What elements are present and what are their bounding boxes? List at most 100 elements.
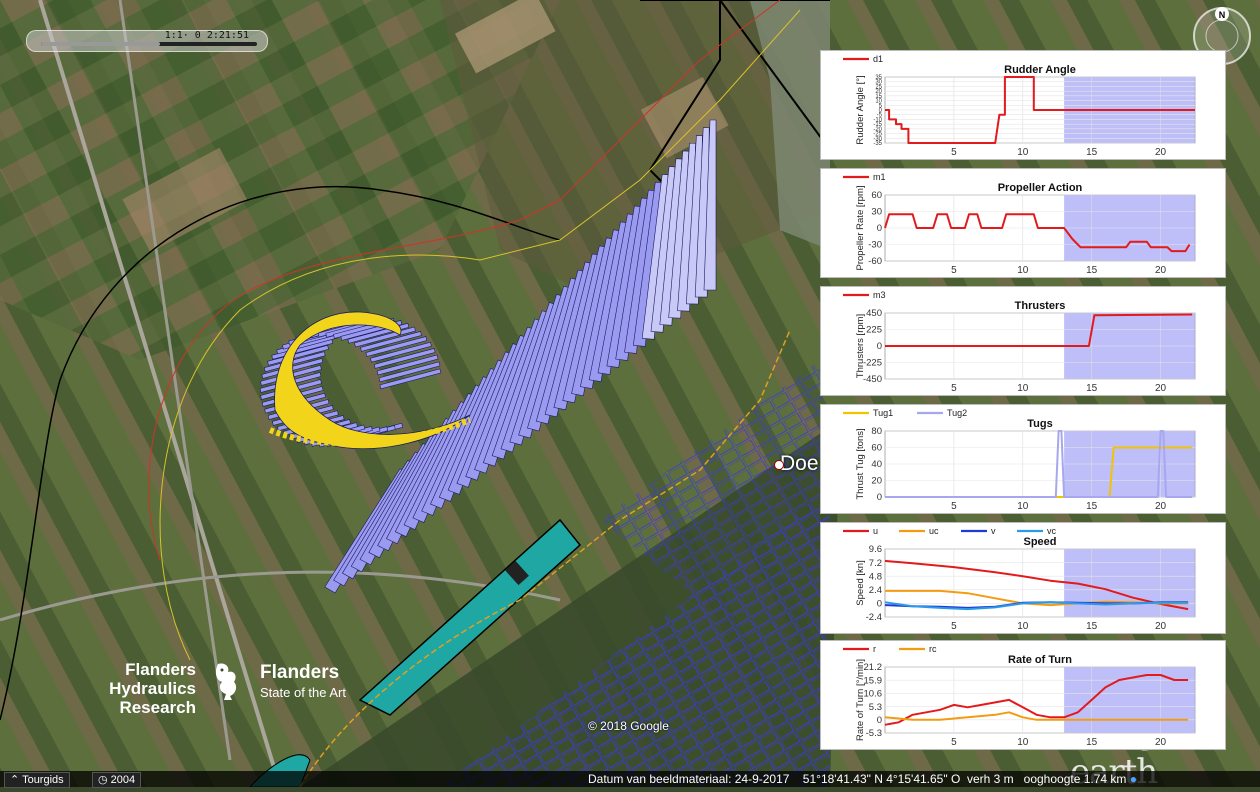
x-tick-label: 15 bbox=[1086, 265, 1098, 276]
y-tick-label: 40 bbox=[871, 459, 882, 470]
x-tick-label: 20 bbox=[1155, 383, 1167, 394]
y-tick-label: -2.4 bbox=[866, 612, 882, 623]
y-tick-label: -5 bbox=[877, 113, 883, 119]
y-axis-label: Propeller Rate [rpm] bbox=[855, 185, 866, 270]
historical-imagery-year: 2004 bbox=[110, 774, 136, 786]
y-tick-label: 0 bbox=[877, 223, 882, 234]
flanders-subtitle: State of the Art bbox=[260, 685, 346, 700]
place-label-text: Doe bbox=[780, 452, 819, 475]
y-tick-label: 30 bbox=[875, 80, 882, 86]
chart-title: Rate of Turn bbox=[1008, 654, 1072, 666]
ship-hull-outline bbox=[379, 368, 442, 390]
x-tick-label: 5 bbox=[951, 501, 957, 512]
x-tick-label: 10 bbox=[1017, 501, 1029, 512]
y-tick-label: 0 bbox=[877, 715, 882, 726]
x-tick-label: 20 bbox=[1155, 147, 1167, 158]
x-tick-label: 15 bbox=[1086, 621, 1098, 632]
y-tick-label: 2.4 bbox=[869, 585, 882, 596]
ship-hull-outline bbox=[373, 348, 436, 369]
y-axis-label: Thrusters [rpm] bbox=[855, 314, 866, 378]
x-tick-label: 20 bbox=[1155, 621, 1167, 632]
legend-label: Tug2 bbox=[947, 408, 967, 418]
tug-track-yellow bbox=[274, 311, 471, 450]
chart-canvas: 5 10 15 20 80 60 40 20 0 Tugs Thrust Tug [tons] Tug… bbox=[843, 408, 1196, 512]
map-info-readout: Datum van beeldmateriaal: 24-9-2017 51°1… bbox=[588, 771, 1137, 787]
ship-hull-outline bbox=[703, 119, 717, 291]
x-tick-label: 20 bbox=[1155, 265, 1167, 276]
speed-chart: 5 10 15 20 9.6 7.2 4.8 2.4 0 -2.4 Speed Speed [kn] u… bbox=[820, 522, 1226, 634]
x-tick-label: 5 bbox=[951, 265, 957, 276]
map-copyright: © 2018 Google bbox=[588, 719, 669, 733]
legend-label: r bbox=[873, 644, 876, 654]
y-tick-label: 15.9 bbox=[864, 675, 883, 686]
tour-guide-button[interactable]: ⌃ Tourgids bbox=[4, 772, 70, 788]
tug-track-yellow-dash bbox=[268, 417, 472, 447]
series-line bbox=[884, 559, 1189, 611]
x-tick-label: 10 bbox=[1017, 147, 1029, 158]
y-tick-label: 0 bbox=[877, 599, 882, 610]
x-tick-label: 5 bbox=[951, 737, 957, 748]
series-line bbox=[884, 711, 1189, 721]
loading-indicator-icon: ● bbox=[1129, 772, 1137, 786]
y-tick-label: 20 bbox=[875, 89, 882, 95]
chart-title: Tugs bbox=[1027, 418, 1052, 430]
rudder-angle-chart: 5 10 15 20 35 30 25 20 15 10 5 0 -5 -10 -15 -20 -25 -30 -3… bbox=[820, 50, 1226, 160]
y-tick-label: 7.2 bbox=[869, 558, 882, 569]
series-line bbox=[885, 430, 1193, 498]
chart-title: Thrusters bbox=[1015, 300, 1066, 312]
fhr-logo-text: Flanders Hydraulics Research bbox=[109, 660, 196, 717]
historical-imagery-button[interactable]: ◷ 2004 bbox=[92, 772, 142, 788]
x-tick-label: 15 bbox=[1086, 383, 1098, 394]
y-tick-label: 35 bbox=[875, 75, 882, 81]
y-tick-label: 80 bbox=[871, 426, 882, 437]
y-axis-label: Rudder Angle [°] bbox=[855, 75, 866, 144]
y-tick-label: -35 bbox=[873, 141, 882, 147]
x-tick-label: 20 bbox=[1155, 501, 1167, 512]
y-tick-label: -60 bbox=[868, 256, 882, 267]
x-tick-label: 5 bbox=[951, 383, 957, 394]
propeller-action-chart: 5 10 15 20 60 30 0 -30 -60 Propeller Action Propel… bbox=[820, 168, 1226, 278]
x-tick-label: 5 bbox=[951, 147, 957, 158]
y-tick-label: 20 bbox=[871, 476, 882, 487]
y-tick-label: 60 bbox=[871, 443, 882, 454]
ship-hull-outline bbox=[376, 354, 439, 376]
legend-label: rc bbox=[929, 644, 937, 654]
y-tick-label: 0 bbox=[877, 341, 882, 352]
x-tick-label: 15 bbox=[1086, 737, 1098, 748]
ship-hull-outline bbox=[360, 331, 422, 352]
tugs-chart: 5 10 15 20 80 60 40 20 0 Tugs Thrust Tug [tons] Tug… bbox=[820, 404, 1226, 514]
time-slider-track[interactable] bbox=[41, 42, 257, 46]
thrusters-chart: 5 10 15 20 450 225 0 -225 -450 Thrusters Thrusters… bbox=[820, 286, 1226, 396]
series-line bbox=[885, 313, 1193, 347]
legend-label: vc bbox=[1047, 526, 1057, 536]
chart-canvas: 5 10 15 20 21.2 15.9 10.6 5.3 0 -5.3 Rate of Turn R… bbox=[843, 644, 1196, 748]
legend-label: v bbox=[991, 526, 996, 536]
chart-canvas: 5 10 15 2035302520151050-5-10-15-20-25-30-3… bbox=[843, 54, 1196, 158]
series-line bbox=[884, 601, 1189, 611]
series-line bbox=[884, 213, 1191, 253]
y-tick-label: -30 bbox=[868, 240, 882, 251]
chart-title: Speed bbox=[1023, 536, 1056, 548]
status-bar: ⌃ Tourgids ◷ 2004 Datum van beeldmateria… bbox=[0, 771, 1260, 788]
y-tick-label: 0 bbox=[879, 108, 883, 114]
x-tick-label: 15 bbox=[1086, 501, 1098, 512]
place-label[interactable]: Doe bbox=[774, 452, 819, 476]
y-tick-label: -450 bbox=[863, 374, 882, 385]
chart-title: Rudder Angle bbox=[1004, 64, 1076, 76]
imagery-date: Datum van beeldmateriaal: 24-9-2017 bbox=[588, 772, 790, 786]
y-tick-label: 4.8 bbox=[869, 571, 882, 582]
x-tick-label: 10 bbox=[1017, 621, 1029, 632]
legend-label: m1 bbox=[873, 172, 886, 182]
y-tick-label: 15 bbox=[875, 94, 882, 100]
flanders-title: Flanders bbox=[260, 662, 340, 683]
series-line bbox=[885, 76, 1195, 144]
clock-icon: ◷ bbox=[98, 774, 111, 786]
flanders-lion-logo-icon bbox=[215, 663, 237, 700]
time-slider-label: 1:1· 0 2:21:51 bbox=[164, 30, 249, 41]
north-marker-icon bbox=[1215, 7, 1229, 21]
legend-label: Tug1 bbox=[873, 408, 893, 418]
x-tick-label: 15 bbox=[1086, 147, 1098, 158]
x-tick-label: 5 bbox=[951, 621, 957, 632]
time-slider[interactable]: 1:1· 0 2:21:51 bbox=[26, 30, 268, 52]
y-tick-label: 0 bbox=[877, 492, 882, 503]
